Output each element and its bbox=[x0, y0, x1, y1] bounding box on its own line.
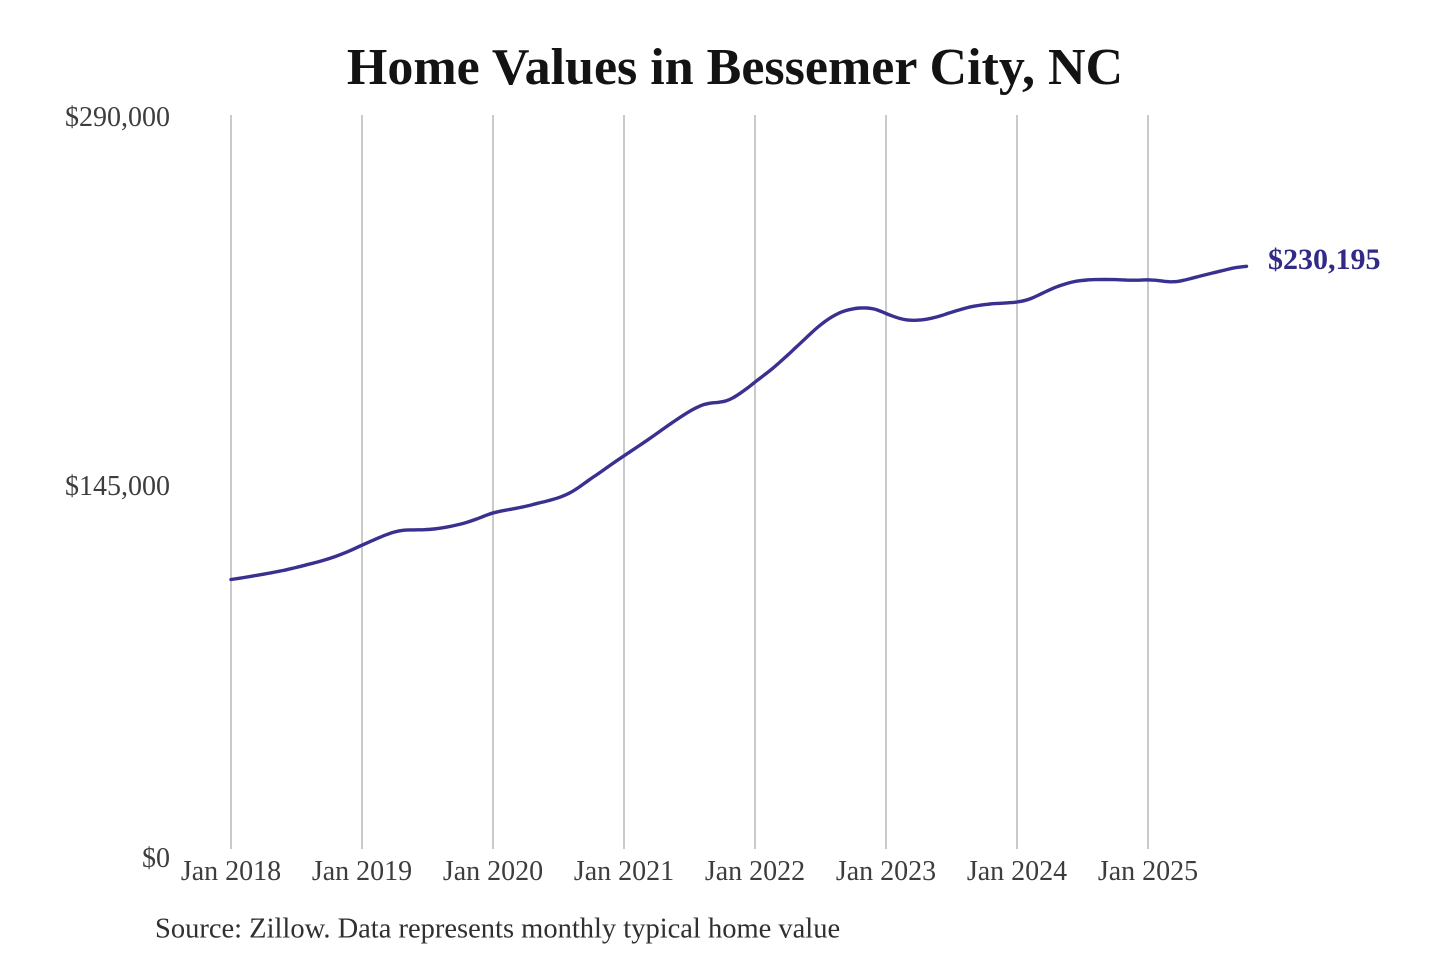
svg-text:$230,195: $230,195 bbox=[1268, 243, 1381, 276]
svg-text:Home Values in Bessemer City,: Home Values in Bessemer City, NC bbox=[347, 39, 1123, 96]
svg-text:Jan 2019: Jan 2019 bbox=[312, 856, 412, 887]
svg-text:Jan 2022: Jan 2022 bbox=[705, 856, 805, 887]
svg-text:Jan 2021: Jan 2021 bbox=[574, 856, 674, 887]
svg-text:Jan 2023: Jan 2023 bbox=[836, 856, 936, 887]
svg-text:Jan 2025: Jan 2025 bbox=[1098, 856, 1198, 887]
svg-text:Source: Zillow. Data represent: Source: Zillow. Data represents monthly … bbox=[155, 914, 840, 945]
svg-text:Jan 2020: Jan 2020 bbox=[443, 856, 543, 887]
svg-text:$290,000: $290,000 bbox=[65, 102, 170, 133]
svg-text:Jan 2024: Jan 2024 bbox=[967, 856, 1067, 887]
svg-text:$0: $0 bbox=[142, 843, 170, 874]
svg-text:$145,000: $145,000 bbox=[65, 471, 170, 502]
svg-text:Jan 2018: Jan 2018 bbox=[181, 856, 281, 887]
